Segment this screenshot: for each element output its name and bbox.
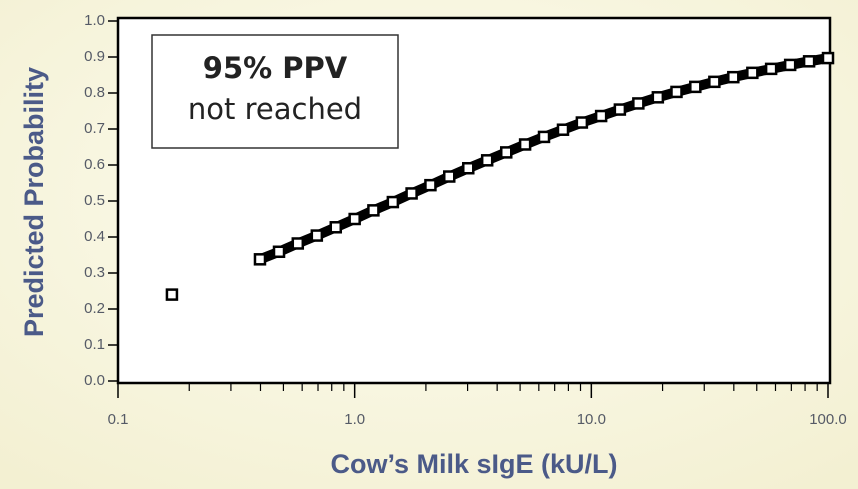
point <box>499 146 513 159</box>
point <box>783 58 797 72</box>
x-tick-label: 0.1 <box>108 411 129 428</box>
point <box>651 91 665 104</box>
y-tick-label: 0.8 <box>84 84 105 101</box>
x-axis-title: Cow’s Milk sIgE (kU/L) <box>330 449 617 479</box>
y-tick-label: 0.9 <box>84 48 105 65</box>
point <box>746 66 759 80</box>
y-tick-label: 0.4 <box>84 228 105 245</box>
point <box>443 170 456 183</box>
point <box>405 187 418 200</box>
point <box>537 130 551 144</box>
y-tick-label: 0.0 <box>84 372 105 389</box>
y-tick-label: 0.3 <box>84 264 105 281</box>
annotation-box <box>151 34 399 149</box>
point <box>670 85 683 99</box>
point <box>821 51 835 65</box>
x-tick-label: 1.0 <box>344 411 365 428</box>
point <box>329 221 343 234</box>
point <box>556 123 570 136</box>
point <box>632 97 645 110</box>
point <box>272 245 286 259</box>
point <box>802 55 816 68</box>
y-axis-title: Predicted Probability <box>19 67 49 337</box>
point <box>253 253 267 266</box>
point <box>348 212 361 226</box>
point <box>310 229 324 242</box>
point <box>367 204 380 217</box>
point <box>424 178 437 192</box>
annotation-text: not reached <box>188 92 362 126</box>
point <box>727 70 740 84</box>
y-tick-label: 0.7 <box>84 120 105 137</box>
point <box>480 154 494 167</box>
y-tick-label: 1.0 <box>84 12 105 29</box>
marks <box>165 51 835 301</box>
annotation-title: 95% PPV <box>203 51 348 85</box>
point <box>386 195 400 209</box>
point <box>689 80 702 94</box>
point <box>462 161 475 175</box>
point <box>708 75 721 89</box>
y-tick-label: 0.6 <box>84 156 105 173</box>
point <box>575 116 589 129</box>
y-tick-label: 0.2 <box>84 300 105 317</box>
point <box>518 138 532 151</box>
x-tick-label: 100.0 <box>809 411 847 428</box>
x-tick-label: 10.0 <box>577 411 606 428</box>
point <box>613 103 627 116</box>
point <box>291 237 305 250</box>
y-tick-label: 0.1 <box>84 336 105 353</box>
point <box>594 109 608 123</box>
y-tick-label: 0.5 <box>84 192 105 209</box>
point <box>764 62 778 76</box>
point <box>165 288 179 301</box>
